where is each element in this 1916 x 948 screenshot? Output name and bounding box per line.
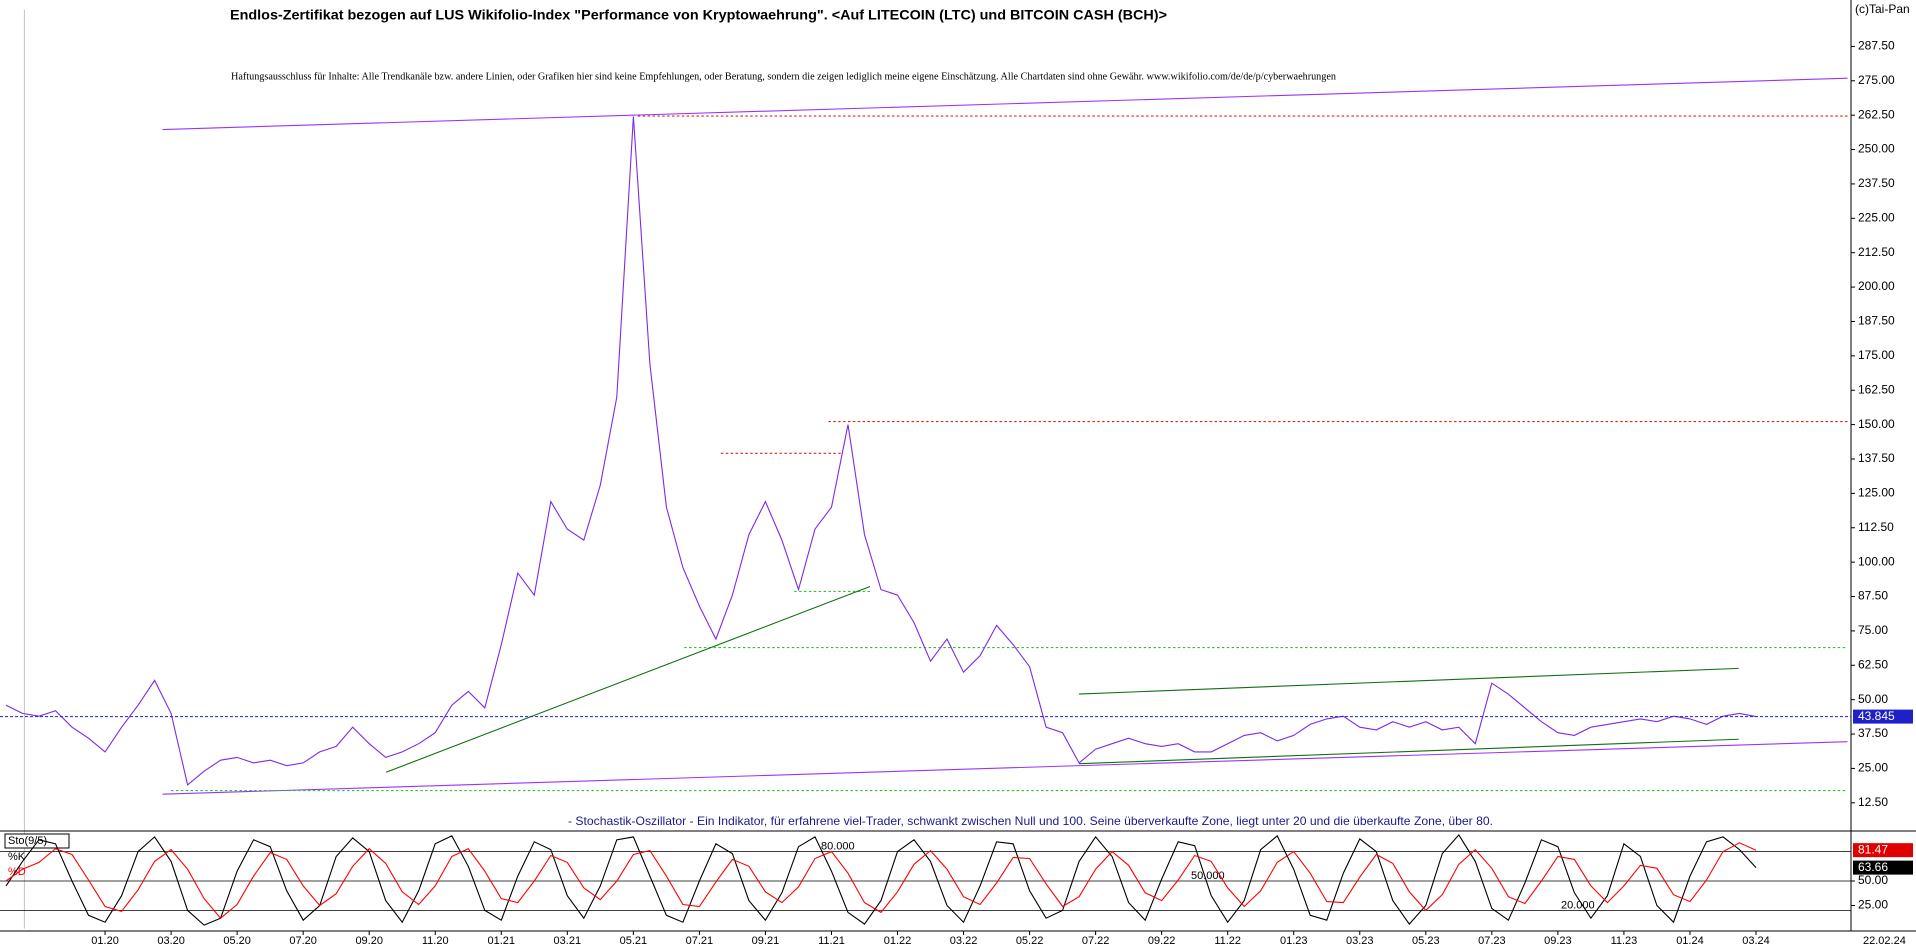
y-tick-label: 37.50 [1858,726,1888,740]
x-tick-label: 01.24 [1676,935,1704,947]
trendline [162,77,1848,131]
y-tick-label: 100.00 [1858,554,1895,568]
x-tick-label: 09.23 [1544,935,1572,947]
x-tick-label: 01.22 [884,935,912,947]
y-tick-label: 162.50 [1858,382,1895,396]
series-line [5,842,1757,919]
x-tick-label: 09.20 [355,935,383,947]
indicator-label: Sto(9/5) [8,835,47,847]
x-tick-label: 07.23 [1478,935,1506,947]
y-tick-label: 75.00 [1858,623,1888,637]
level-label: 50.000 [1191,870,1225,882]
y-tick-label: 50.00 [1858,873,1888,887]
last-value-box [1853,860,1913,875]
x-tick-label: 11.23 [1611,935,1638,947]
y-tick-label: 275.00 [1858,73,1895,87]
x-tick-label: 03.20 [157,935,185,947]
current-price-box [1853,709,1913,724]
x-tick-label: 03.24 [1742,935,1770,947]
y-tick-label: 212.50 [1858,245,1895,259]
last-value-label: 63.66 [1858,860,1888,874]
level-label: 20.000 [1561,899,1595,911]
trendline [385,585,871,773]
x-tick-label: 05.21 [620,935,648,947]
last-value-box [1853,843,1913,858]
y-tick-label: 25.00 [1858,898,1888,912]
x-tick-label: 09.21 [752,935,780,947]
x-tick-label: 05.22 [1016,935,1044,947]
y-tick-label: 12.50 [1858,795,1888,809]
x-tick-label: 07.20 [289,935,317,947]
date-label: 22.02.24 [1863,935,1906,947]
y-tick-label: 125.00 [1858,486,1895,500]
y-tick-label: 262.50 [1858,107,1895,121]
y-tick-label: 287.50 [1858,39,1895,53]
x-tick-label: 01.21 [488,935,516,947]
x-tick-label: 11.21 [818,935,845,947]
x-tick-label: 07.21 [686,935,714,947]
trendlines [23,9,1848,929]
x-tick-label: 07.22 [1082,935,1110,947]
disclaimer: Haftungsausschluss für Inhalte: Alle Tre… [231,71,1336,82]
x-tick-label: 09.22 [1148,935,1176,947]
y-tick-label: 137.50 [1858,451,1895,465]
y-tick-label: 175.00 [1858,348,1895,362]
x-tick-label: 01.23 [1280,935,1308,947]
indicator-caption: - Stochastik-Oszillator - Ein Indikator,… [568,814,1493,828]
last-value-label: 81.47 [1858,842,1888,856]
y-tick-label: 25.00 [1858,761,1888,775]
x-tick-label: 05.23 [1412,935,1440,947]
x-tick-label: 11.20 [422,935,449,947]
y-tick-label: 112.50 [1858,520,1894,534]
current-price-label: 43.845 [1858,709,1895,723]
watermark: (c)Tai-Pan [1855,2,1910,16]
legend-entry: %K [8,851,26,863]
y-tick-label: 150.00 [1858,417,1895,431]
trendline [1078,738,1739,765]
x-tick-label: 03.22 [950,935,978,947]
y-tick-label: 237.50 [1858,176,1895,190]
y-tick-label: 62.50 [1858,657,1888,671]
trendline [1078,667,1739,695]
y-tick-label: 250.00 [1858,142,1895,156]
x-tick-label: 03.23 [1346,935,1374,947]
y-tick-label: 87.50 [1858,589,1888,603]
trendline [162,741,1848,795]
x-tick-label: 01.20 [91,935,119,947]
y-tick-label: 225.00 [1858,210,1895,224]
series-line [5,116,1757,786]
x-tick-label: 11.22 [1214,935,1241,947]
y-tick-label: 187.50 [1858,314,1895,328]
y-tick-label: 200.00 [1858,279,1895,293]
x-tick-label: 03.21 [554,935,582,947]
indicator-box [4,833,70,849]
chart-title: Endlos-Zertifikat bezogen auf LUS Wikifo… [230,7,1167,23]
legend-entry: %D [8,866,26,878]
x-tick-label: 05.20 [223,935,251,947]
y-tick-label: 50.00 [1858,692,1888,706]
level-label: 80.000 [821,841,855,853]
series-line [5,833,1757,926]
